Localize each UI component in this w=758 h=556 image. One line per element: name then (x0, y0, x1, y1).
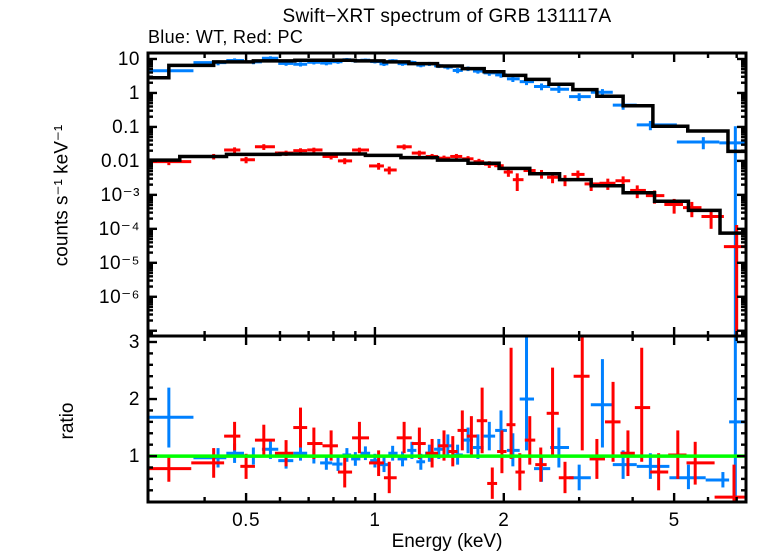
chart-subtitle: Blue: WT, Red: PC (148, 27, 304, 47)
ratio-panel (148, 336, 746, 502)
svg-text:10: 10 (118, 49, 140, 70)
svg-text:3: 3 (129, 332, 140, 353)
svg-text:10⁻⁴: 10⁻⁴ (99, 219, 140, 240)
svg-text:0.01: 0.01 (101, 151, 140, 172)
tick-labels: 0.5 1 2 5 10 1 0.1 0.01 10⁻³ 10⁻⁴ 10⁻⁵ 10⁻⁶ 1 2 3 (99, 49, 680, 531)
axis-ticks (148, 53, 746, 503)
svg-text:10⁻³: 10⁻³ (101, 185, 141, 206)
svg-text:1: 1 (369, 510, 380, 531)
svg-text:2: 2 (498, 510, 509, 531)
svg-text:2: 2 (129, 389, 140, 410)
chart-title: Swift−XRT spectrum of GRB 131117A (282, 6, 612, 27)
svg-text:1: 1 (129, 83, 140, 104)
svg-text:10⁻⁵: 10⁻⁵ (99, 253, 140, 274)
svg-text:0.1: 0.1 (112, 117, 140, 138)
spectrum-panel (148, 56, 746, 336)
svg-text:10⁻⁶: 10⁻⁶ (99, 287, 140, 308)
svg-text:1: 1 (129, 446, 140, 467)
svg-text:5: 5 (669, 510, 680, 531)
x-axis-label-energy: Energy (keV) (391, 531, 503, 552)
svg-text:0.5: 0.5 (232, 510, 260, 531)
